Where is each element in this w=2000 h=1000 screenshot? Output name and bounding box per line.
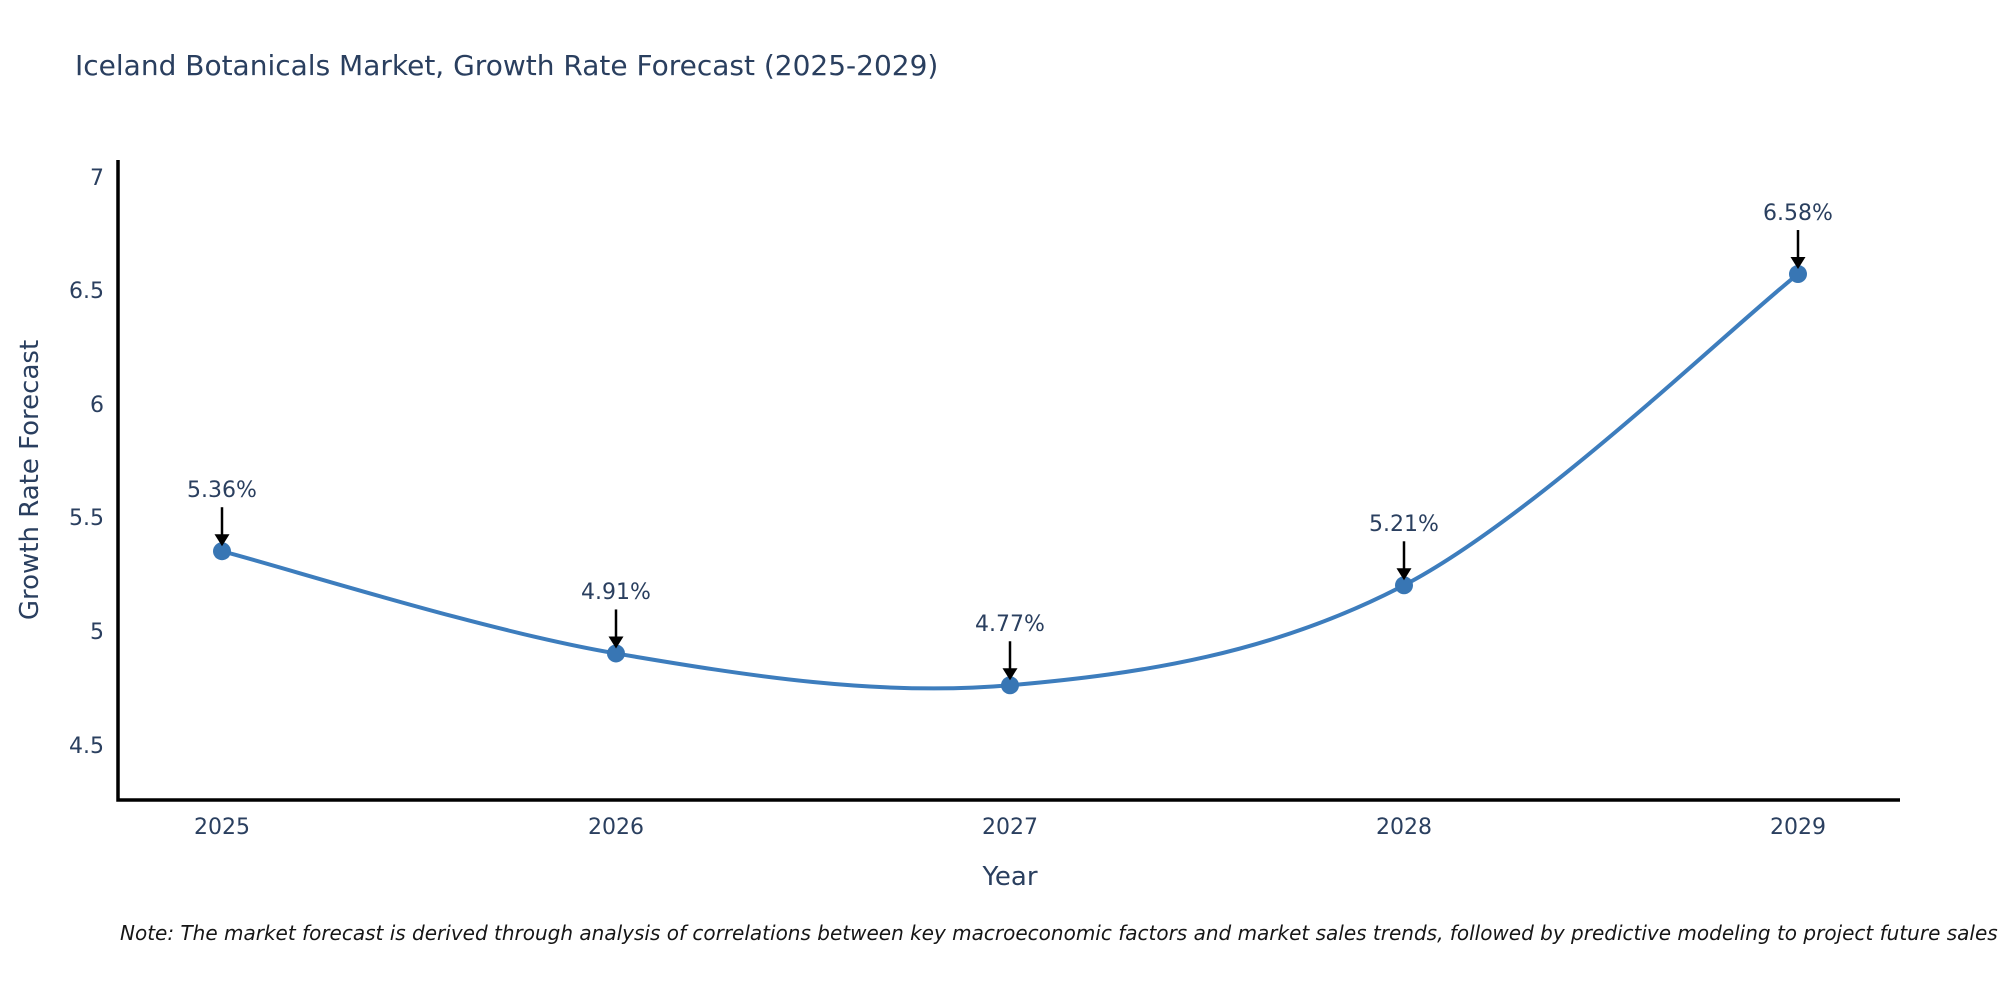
y-tick-label: 6.5	[69, 279, 104, 305]
y-tick-label: 6	[90, 392, 104, 418]
annotation-arrowhead	[1396, 568, 1412, 581]
y-tick-label: 4.5	[69, 733, 104, 759]
point-annotation: 4.91%	[581, 580, 651, 606]
axis-lines	[116, 160, 1900, 802]
point-annotation: 5.21%	[1369, 512, 1439, 538]
x-axis-title: Year	[982, 862, 1038, 892]
trend-line	[220, 272, 1800, 691]
y-tick-label: 7	[90, 165, 104, 191]
footnote: Note: The market forecast is derived thr…	[120, 921, 2000, 945]
annotation-arrowhead	[1002, 668, 1018, 681]
data-point-marker	[1395, 576, 1413, 595]
point-annotation: 5.36%	[187, 478, 257, 504]
x-tick-label: 2028	[1376, 815, 1432, 840]
data-point-marker	[213, 542, 231, 561]
annotation-arrowhead	[608, 636, 624, 649]
x-tick-label: 2027	[982, 815, 1038, 840]
point-annotation: 4.77%	[975, 612, 1045, 638]
x-tick-label: 2026	[588, 815, 644, 840]
chart-title: Iceland Botanicals Market, Growth Rate F…	[75, 49, 939, 82]
y-tick-label: 5	[90, 620, 104, 645]
point-annotation: 6.58%	[1763, 201, 1833, 227]
x-tick-label: 2025	[194, 815, 250, 840]
annotation-arrowhead	[214, 534, 230, 547]
data-point-marker	[1789, 265, 1807, 284]
data-point-marker	[607, 644, 625, 663]
y-tick-label: 5.5	[69, 506, 104, 532]
annotation-arrowhead	[1790, 257, 1806, 270]
data-point-marker	[1001, 676, 1019, 695]
x-tick-label: 2029	[1770, 815, 1826, 840]
